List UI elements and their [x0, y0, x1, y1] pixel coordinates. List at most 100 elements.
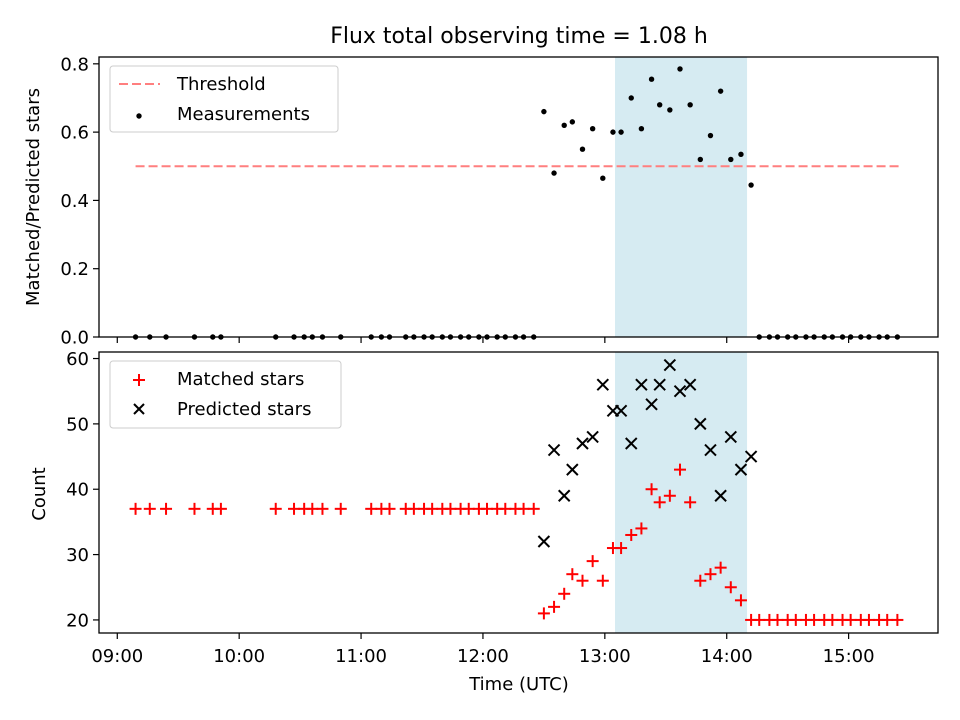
predicted-star-marker: [576, 437, 589, 450]
marker-stroke: [663, 358, 677, 372]
measurement-point: [707, 132, 714, 139]
y-tick-label: 50: [66, 414, 89, 435]
x-tick-label: 15:00: [823, 646, 875, 667]
matched-star-marker: [808, 613, 821, 626]
matched-star-marker: [714, 561, 727, 574]
matched-star-marker: [269, 502, 282, 515]
x-tick-label: 13:00: [579, 646, 631, 667]
matched-star-marker: [444, 502, 457, 515]
matched-legend-swatch: [133, 374, 145, 386]
predicted-star-marker: [547, 443, 561, 457]
matched-star-marker: [844, 613, 857, 626]
matched-star-marker: [771, 613, 784, 626]
marker-stroke: [547, 443, 561, 457]
matched-star-marker: [407, 502, 420, 515]
predicted-star-marker: [537, 535, 551, 548]
matched-star-marker: [188, 502, 201, 515]
predicted-star-marker: [645, 398, 658, 411]
y-tick-label: 20: [66, 610, 89, 631]
highlight-span: [614, 352, 748, 633]
marker-stroke: [734, 463, 748, 476]
legend-label-threshold: Threshold: [176, 74, 266, 95]
predicted-star-marker: [663, 358, 677, 372]
matched-star-marker: [663, 489, 676, 502]
y-tick-label: 60: [66, 349, 89, 370]
predicted-star-marker: [714, 489, 727, 502]
x-tick-label: 11:00: [335, 646, 387, 667]
measurement-point: [541, 108, 547, 115]
legend-box: [109, 65, 339, 133]
predicted-legend-swatch: [133, 403, 145, 415]
measurement-point: [677, 66, 683, 72]
measurement-point: [728, 156, 734, 163]
matched-star-marker: [862, 613, 875, 626]
matched-star-marker: [734, 594, 747, 607]
matched-star-marker: [881, 613, 894, 626]
marker-stroke: [683, 378, 697, 391]
marker-stroke: [694, 417, 707, 431]
marker-stroke: [704, 443, 717, 457]
plot-frame: [98, 56, 939, 338]
matched-star-marker: [615, 542, 628, 555]
measurement-point: [717, 88, 724, 94]
y-tick-label: 0.2: [60, 259, 89, 280]
marker-stroke: [714, 489, 727, 502]
y-tick-label: 40: [66, 480, 89, 501]
predicted-star-marker: [566, 463, 579, 476]
predicted-star-marker: [683, 378, 697, 391]
matched-star-marker: [826, 613, 839, 626]
predicted-star-marker: [635, 378, 648, 391]
highlight-span: [614, 57, 748, 337]
matched-star-marker: [517, 502, 530, 515]
marker-stroke: [625, 437, 638, 450]
measurement-point: [638, 126, 645, 132]
measurement-point: [687, 102, 693, 108]
measurement-point: [589, 126, 596, 132]
marker-stroke: [586, 430, 599, 444]
predicted-star-marker: [744, 450, 758, 463]
plot-frame: [98, 351, 939, 634]
measurement-point: [628, 95, 634, 101]
measurement-legend-swatch: [136, 113, 142, 119]
x-tick-label: 10:00: [213, 646, 265, 667]
matched-star-marker: [129, 502, 142, 515]
x-axis-ticks: 09:00 10:00 11:00 12:00 13:00 14:00 15:00: [91, 633, 875, 667]
measurement-point: [648, 76, 655, 82]
matched-star-marker: [625, 528, 638, 541]
matched-star-marker: [576, 574, 589, 587]
measurement-point: [697, 156, 704, 163]
x-tick-label: 09:00: [91, 646, 143, 667]
predicted-star-marker: [734, 463, 748, 476]
matched-star-marker: [635, 522, 648, 535]
legend-box: [109, 360, 342, 429]
matched-star-marker: [753, 613, 766, 626]
matched-star-marker: [704, 568, 717, 581]
matched-star-marker: [684, 496, 697, 509]
x-axis-label: Time (UTC): [468, 674, 569, 695]
matched-star-marker: [653, 496, 666, 509]
x-axis-ticks: [116, 337, 850, 343]
matched-star-marker: [306, 502, 319, 515]
predicted-star-marker: [596, 378, 610, 391]
predicted-star-marker: [673, 385, 687, 398]
measurement-point: [551, 170, 557, 176]
matched-star-marker: [586, 555, 599, 568]
measurement-point: [600, 175, 606, 181]
matched-star-marker: [674, 463, 687, 476]
measurement-point: [561, 122, 567, 128]
predicted-star-marker: [614, 404, 628, 418]
marker-stroke: [653, 378, 666, 391]
matched-star-marker: [316, 502, 329, 515]
marker-stroke: [744, 450, 758, 463]
predicted-star-marker: [724, 430, 737, 444]
measurement-point: [610, 129, 616, 135]
legend-label-matched: Matched stars: [177, 369, 304, 390]
matched-star-marker: [462, 502, 475, 515]
predicted-star-marker: [625, 437, 638, 450]
y-axis-ticks: 0.0 0.2 0.4 0.6 0.8: [60, 54, 99, 349]
legend-label-predicted: Predicted stars: [177, 399, 311, 420]
predicted-star-marker: [694, 417, 707, 431]
matched-star-marker: [527, 502, 540, 515]
y-tick-label: 0.0: [60, 328, 89, 349]
y-axis-label: Count: [29, 467, 50, 520]
